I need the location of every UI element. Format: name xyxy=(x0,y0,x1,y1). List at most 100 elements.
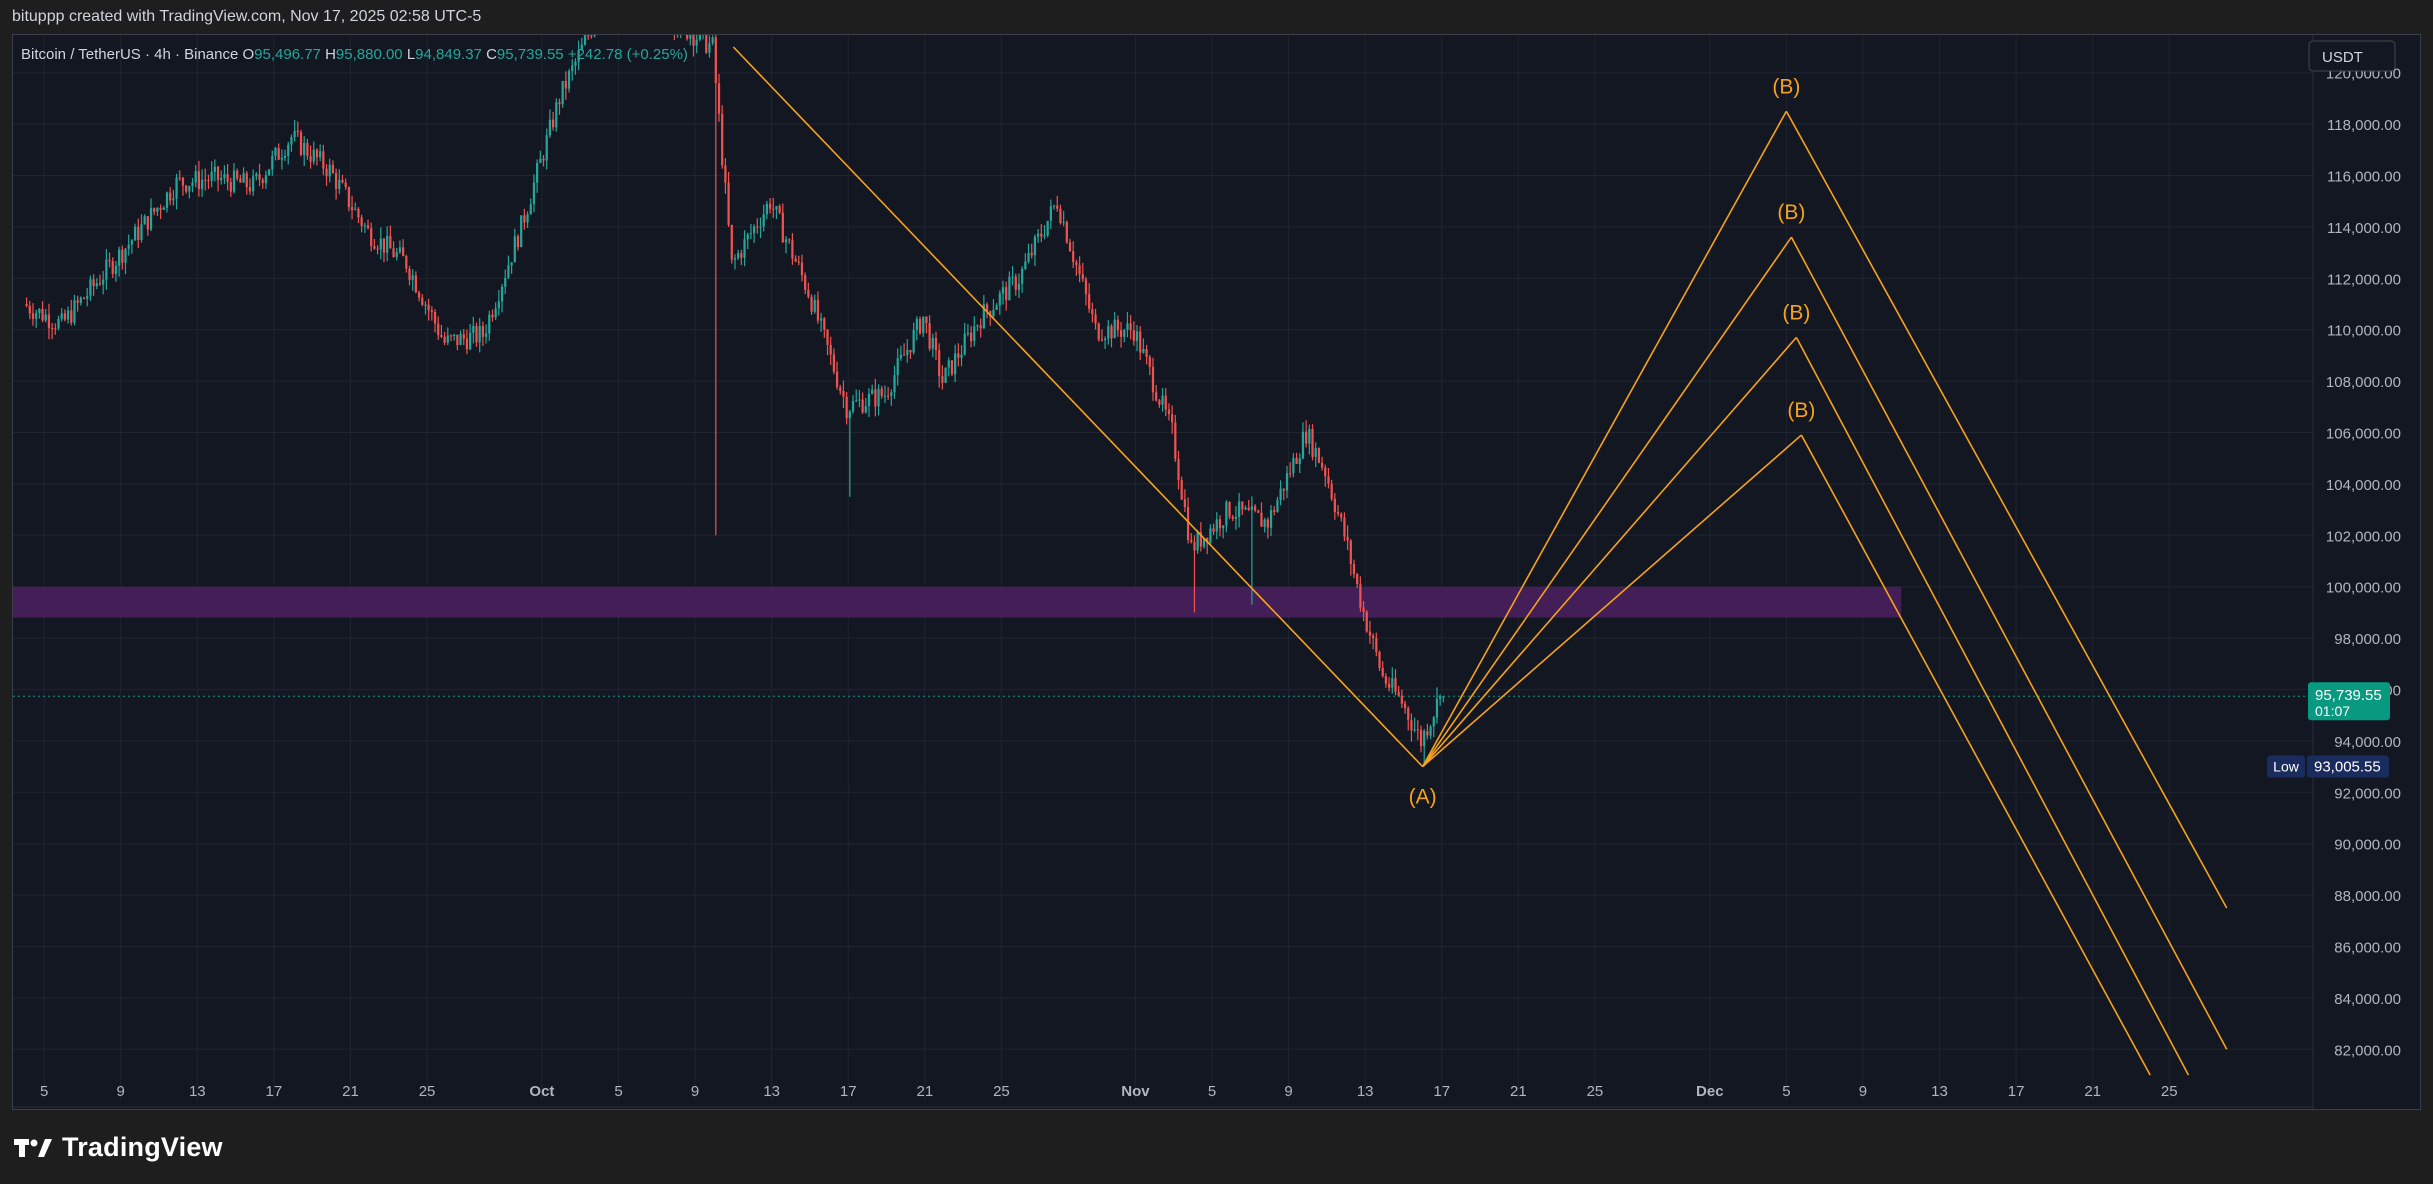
candle-body xyxy=(542,158,545,161)
price-axis-label: 114,000.00 xyxy=(2327,220,2401,237)
chart-panel[interactable]: 82,000.00 84,000.00 86,000.00 88,000.00 90,0… xyxy=(12,34,2421,1110)
candle-body xyxy=(1126,323,1129,331)
candle-body xyxy=(79,297,82,303)
candle-body xyxy=(258,174,261,180)
candle-body xyxy=(54,328,57,330)
candle-body xyxy=(274,148,277,156)
candle-body xyxy=(1423,731,1426,747)
candle-body xyxy=(749,233,753,235)
candle-body xyxy=(405,256,408,269)
candle-body xyxy=(280,157,283,160)
candle-body xyxy=(63,313,67,320)
candle-body xyxy=(491,314,494,318)
low-marker-label-tag xyxy=(2267,755,2305,778)
price-chart[interactable]: 82,000.00 84,000.00 86,000.00 88,000.00 90,0… xyxy=(13,35,2420,1109)
tradingview-logo-text: TradingView xyxy=(62,1132,223,1162)
candle-body xyxy=(902,354,906,356)
candle-body xyxy=(842,390,845,397)
time-axis-label: 9 xyxy=(1284,1083,1292,1100)
candle-body xyxy=(976,325,979,327)
candle-body xyxy=(1091,309,1094,315)
candle-body xyxy=(373,246,376,249)
candle-body xyxy=(1305,431,1308,444)
candle-body xyxy=(472,325,475,333)
candle-body xyxy=(765,203,768,215)
candle-body xyxy=(427,304,430,311)
candle-body xyxy=(1298,458,1301,464)
candle-body xyxy=(102,279,105,285)
time-axis-label: 21 xyxy=(342,1083,359,1100)
time-axis-label: 13 xyxy=(1931,1083,1948,1100)
candle-body xyxy=(689,35,692,39)
candle-body xyxy=(70,310,73,323)
candle-body xyxy=(829,344,832,355)
candle-body xyxy=(992,309,995,317)
candle-body xyxy=(386,236,389,253)
candle-body xyxy=(1218,519,1222,529)
candle-body xyxy=(1049,206,1052,221)
price-axis-label: 118,000.00 xyxy=(2327,117,2401,134)
time-axis-label: 25 xyxy=(1587,1083,1604,1100)
candle-body xyxy=(223,174,226,179)
candle-body xyxy=(1282,488,1285,491)
candle-body xyxy=(497,301,500,309)
candle-body xyxy=(38,308,41,313)
candle-body xyxy=(1129,323,1132,331)
candle-body xyxy=(389,236,392,249)
candle-body xyxy=(242,173,245,183)
candle-body xyxy=(331,164,335,173)
candle-body xyxy=(759,226,762,228)
candle-body xyxy=(1320,462,1324,468)
candle-body xyxy=(746,234,749,240)
tradingview-logo[interactable]: TradingView xyxy=(14,1132,223,1163)
currency-button-frame xyxy=(2308,40,2396,72)
candle-body xyxy=(424,304,427,306)
candle-body xyxy=(462,334,465,339)
chart-background xyxy=(13,35,2420,1109)
candle-body xyxy=(810,296,813,312)
low-marker-value-tag xyxy=(2307,755,2389,778)
candle-body xyxy=(995,305,998,310)
candle-body xyxy=(293,130,296,138)
candle-body xyxy=(456,334,459,345)
candle-body xyxy=(928,323,931,349)
candle-body xyxy=(685,35,689,39)
candle-body xyxy=(1183,499,1187,508)
candle-body xyxy=(395,252,398,257)
candle-body xyxy=(1215,519,1218,532)
candle-body xyxy=(296,130,299,133)
candle-body xyxy=(835,371,839,388)
candle-body xyxy=(536,162,539,183)
price-axis-label: 90,000.00 xyxy=(2334,837,2401,854)
candle-body xyxy=(1426,731,1429,736)
candle-body xyxy=(813,299,816,312)
candle-body xyxy=(899,354,903,359)
candle-body xyxy=(1199,532,1202,547)
wave-b-label: (B) xyxy=(1787,399,1815,422)
candle-body xyxy=(1394,678,1397,692)
candle-body xyxy=(197,171,201,189)
candle-body xyxy=(880,388,883,396)
candle-body xyxy=(564,80,567,89)
candle-body xyxy=(165,192,169,208)
candle-body xyxy=(724,165,727,183)
currency-label: USDT xyxy=(2322,49,2363,66)
wave-a-label: (A) xyxy=(1409,786,1437,809)
price-axis-label: 112,000.00 xyxy=(2327,271,2401,288)
candle-body xyxy=(998,293,1001,306)
candle-body xyxy=(255,174,258,177)
candle-body xyxy=(159,207,162,210)
candle-body xyxy=(188,186,191,192)
candle-body xyxy=(548,119,552,136)
candle-body xyxy=(105,259,108,280)
candle-body xyxy=(1030,252,1033,256)
candle-body xyxy=(513,236,516,263)
candle-body xyxy=(31,313,35,319)
candle-body xyxy=(1036,233,1040,237)
candle-body xyxy=(1365,611,1368,632)
candle-body xyxy=(1167,409,1171,415)
candle-body xyxy=(957,353,960,358)
candle-body xyxy=(1375,637,1378,652)
candle-body xyxy=(82,297,86,299)
candle-body xyxy=(1196,532,1199,551)
